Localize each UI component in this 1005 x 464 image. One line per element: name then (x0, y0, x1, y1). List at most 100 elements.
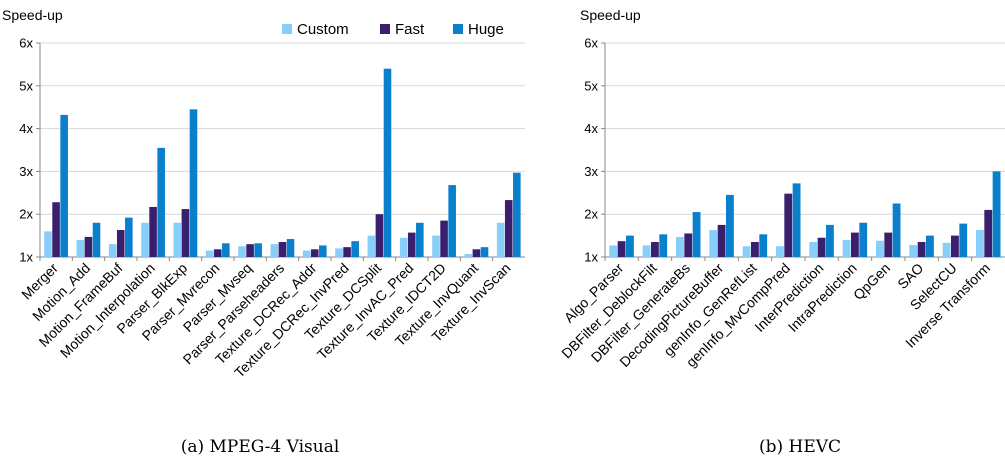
bar-fast (684, 233, 693, 257)
bar-fast (884, 232, 893, 257)
chart-caption-hevc: (b) HEVC (759, 437, 841, 457)
bar-fast (651, 242, 659, 257)
bar-fast (784, 193, 793, 257)
bar-fast (181, 209, 190, 257)
bar-fast (84, 236, 93, 257)
bar-fast (278, 242, 287, 257)
y-tick-label: 4x (19, 121, 33, 136)
y-axis-label: Speed-up (2, 7, 63, 23)
y-tick-label: 6x (19, 36, 33, 51)
bar-huge (60, 114, 68, 258)
bar-custom (44, 231, 52, 257)
bar-huge (319, 245, 327, 257)
bar-fast (149, 206, 157, 257)
bar-huge (189, 109, 198, 257)
y-tick-label: 1x (584, 250, 598, 265)
bar-custom (676, 236, 684, 257)
bar-fast (375, 214, 384, 257)
bar-custom (464, 254, 473, 257)
bar-custom (205, 250, 214, 257)
bar-custom (776, 246, 784, 257)
bar-custom (399, 237, 408, 257)
bar-huge (726, 194, 734, 257)
bar-custom (842, 239, 851, 257)
bar-custom (270, 244, 279, 257)
bar-custom (76, 239, 85, 257)
bar-fast (851, 232, 859, 257)
bar-custom (496, 222, 505, 257)
bar-custom (809, 242, 818, 257)
bar-fast (472, 249, 481, 257)
bar-custom (709, 230, 718, 257)
bar-fast (343, 247, 351, 257)
bar-custom (942, 242, 951, 257)
hevc-chart-panel: Speed-up1x2x3x4x5x6xAlgo_ParserDBFilter_… (558, 7, 1005, 370)
bar-fast (310, 249, 319, 257)
y-tick-label: 4x (584, 121, 598, 136)
bar-huge (692, 212, 701, 257)
legend-label: Fast (395, 21, 425, 38)
bar-fast (246, 244, 254, 257)
legend-label: Huge (468, 21, 504, 38)
y-tick-label: 5x (584, 78, 598, 93)
bar-huge (659, 234, 668, 257)
bar-huge (157, 147, 165, 257)
bar-huge (222, 243, 230, 257)
bar-custom (173, 222, 182, 257)
bar-fast (817, 237, 826, 257)
bar-huge (892, 203, 901, 257)
chart-caption-mpeg4: (a) MPEG-4 Visual (181, 437, 340, 457)
mpeg4-chart-panel: Speed-up1x2x3x4x5x6xMergerMotion_AddMoti… (2, 7, 525, 381)
bar-huge (125, 217, 133, 257)
bar-huge (992, 171, 1001, 257)
y-tick-label: 3x (584, 164, 598, 179)
bar-fast (213, 249, 222, 257)
bar-fast (504, 200, 513, 257)
bar-huge (513, 172, 521, 257)
bar-huge (926, 235, 934, 257)
bar-fast (917, 242, 926, 257)
bar-huge (792, 183, 801, 257)
bar-custom (335, 248, 343, 257)
bar-fast (984, 209, 993, 257)
bar-custom (432, 235, 440, 257)
chart-legend: Custom Fast Huge (282, 21, 504, 38)
bar-custom (876, 240, 884, 257)
bar-custom (609, 245, 618, 257)
y-axis-label: Speed-up (580, 7, 641, 23)
bar-huge (826, 224, 834, 257)
bar-huge (351, 241, 359, 257)
legend-swatch (453, 24, 463, 34)
bar-fast (751, 242, 759, 257)
bar-huge (416, 222, 424, 257)
bar-huge (959, 223, 968, 257)
legend-label: Custom (297, 21, 349, 38)
bar-custom (642, 245, 651, 257)
bar-custom (909, 245, 918, 257)
y-tick-label: 1x (19, 250, 33, 265)
x-category-label: QpGen (850, 260, 893, 303)
bar-fast (617, 241, 626, 257)
y-tick-label: 5x (19, 78, 33, 93)
bar-huge (480, 247, 489, 257)
bar-custom (238, 246, 246, 257)
y-tick-label: 6x (584, 36, 598, 51)
bar-fast (407, 232, 416, 257)
bar-huge (254, 243, 262, 257)
bar-huge (448, 185, 456, 257)
bar-huge (383, 68, 392, 258)
y-tick-label: 3x (19, 164, 33, 179)
bar-fast (440, 220, 448, 257)
legend-swatch (380, 24, 390, 34)
bar-fast (951, 235, 959, 257)
y-tick-label: 2x (584, 207, 598, 222)
bar-custom (141, 222, 149, 257)
y-tick-label: 2x (19, 207, 33, 222)
bar-custom (367, 235, 376, 257)
bar-custom (302, 250, 311, 257)
bar-huge (759, 234, 768, 257)
bar-huge (92, 222, 101, 257)
bar-fast (116, 230, 125, 257)
legend-swatch (282, 24, 292, 34)
